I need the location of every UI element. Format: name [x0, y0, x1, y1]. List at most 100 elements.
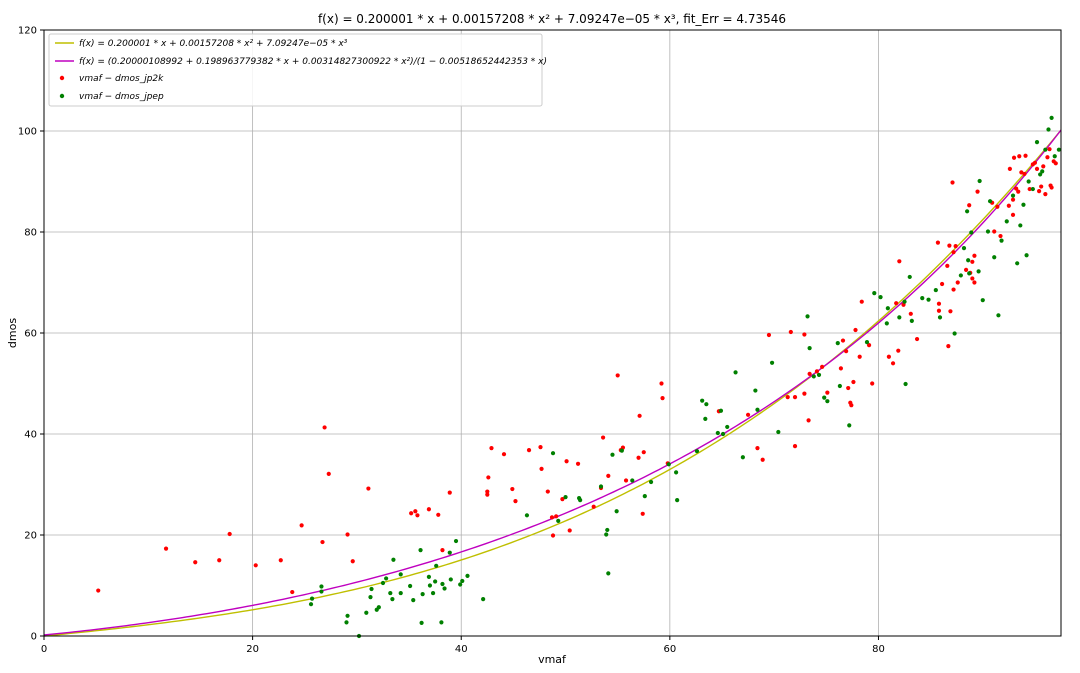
data-point: [290, 589, 295, 595]
data-point: [896, 348, 901, 353]
data-point: [1045, 155, 1050, 160]
data-point: [217, 558, 222, 563]
data-point: [485, 489, 490, 494]
data-point: [1004, 219, 1009, 224]
data-point: [792, 444, 798, 449]
data-point: [556, 518, 561, 523]
data-point: [415, 513, 420, 518]
data-point: [802, 332, 807, 337]
data-point: [420, 591, 425, 597]
data-point: [785, 395, 790, 400]
data-point: [447, 490, 452, 495]
data-point: [615, 373, 620, 378]
data-point: [1056, 147, 1062, 152]
data-point: [636, 455, 641, 460]
data-point: [878, 295, 883, 300]
data-point: [967, 271, 972, 276]
data-point: [788, 329, 793, 335]
data-point: [745, 412, 751, 417]
data-point: [538, 445, 543, 450]
data-point: [769, 360, 775, 365]
data-point: [952, 331, 957, 336]
x-axis-label: vmaf: [538, 653, 567, 666]
fit-line-rational: [43, 129, 1062, 636]
data-point: [1043, 147, 1048, 152]
data-point: [481, 597, 486, 602]
data-point: [946, 344, 951, 349]
data-point: [418, 548, 423, 553]
y-axis: 0 20 40 60 80 100 120: [18, 26, 44, 643]
x-tick-label: 40: [455, 644, 468, 655]
data-point: [675, 498, 680, 503]
data-point: [909, 318, 914, 323]
x-tick-label: 20: [246, 644, 259, 655]
y-tick-label: 100: [18, 127, 37, 138]
data-point: [838, 366, 844, 371]
data-point: [1022, 171, 1027, 177]
data-point: [851, 379, 856, 385]
data-point: [1010, 212, 1016, 217]
data-point: [970, 259, 975, 264]
data-point: [1039, 184, 1044, 189]
data-point: [567, 528, 572, 533]
data-point: [837, 383, 842, 389]
data-point: [1043, 192, 1048, 197]
data-point: [806, 418, 811, 423]
data-point: [1021, 202, 1026, 207]
data-point: [320, 539, 325, 545]
data-point: [409, 511, 414, 516]
data-point: [718, 408, 724, 413]
data-point: [510, 486, 515, 492]
data-point: [733, 370, 738, 375]
data-point: [835, 341, 840, 346]
data-point: [885, 306, 890, 311]
data-point: [725, 424, 730, 430]
data-point: [408, 583, 413, 589]
data-point: [309, 596, 315, 601]
data-point: [436, 512, 441, 517]
data-point: [550, 533, 556, 538]
data-point: [350, 559, 355, 564]
legend-label-jpep: vmaf − dmos_jpep: [79, 92, 164, 102]
legend-box: [48, 33, 543, 107]
legend-marker-jp2k: [59, 75, 65, 81]
legend: f(x) = 0.200001 * x + 0.00157208 * x² + …: [48, 33, 547, 107]
data-point: [253, 563, 258, 568]
legend-label-jp2k: vmaf − dmos_jp2k: [79, 74, 164, 84]
data-point: [513, 499, 518, 504]
data-point: [853, 327, 858, 333]
data-point: [999, 238, 1004, 243]
data-point: [950, 180, 955, 185]
data-point: [489, 446, 494, 451]
data-point: [398, 572, 403, 577]
fit-line-cubic: [43, 129, 1062, 637]
data-point: [802, 391, 807, 396]
data-point: [1034, 140, 1040, 145]
data-point: [384, 576, 389, 581]
data-point: [1024, 253, 1029, 258]
data-point: [391, 557, 396, 562]
data-point: [939, 281, 945, 287]
data-point: [1041, 164, 1046, 169]
data-point: [890, 361, 896, 366]
data-point: [641, 450, 646, 455]
data-point: [987, 199, 993, 204]
data-point: [849, 403, 854, 408]
data-point: [822, 395, 827, 400]
fit-lines: [43, 129, 1062, 637]
data-point: [1014, 186, 1019, 191]
data-point: [953, 244, 958, 249]
data-point: [1016, 189, 1021, 194]
data-point: [319, 584, 324, 589]
data-point: [715, 430, 720, 436]
data-point: [426, 507, 431, 512]
data-point: [972, 253, 977, 258]
data-point: [992, 229, 997, 234]
data-point: [413, 509, 418, 514]
data-point: [820, 364, 825, 369]
data-point: [866, 343, 872, 348]
legend-label-fit-cubic: f(x) = 0.200001 * x + 0.00157208 * x² + …: [79, 39, 348, 49]
data-point: [1030, 186, 1035, 192]
data-point: [606, 473, 611, 479]
y-axis-label: dmos: [6, 318, 19, 348]
